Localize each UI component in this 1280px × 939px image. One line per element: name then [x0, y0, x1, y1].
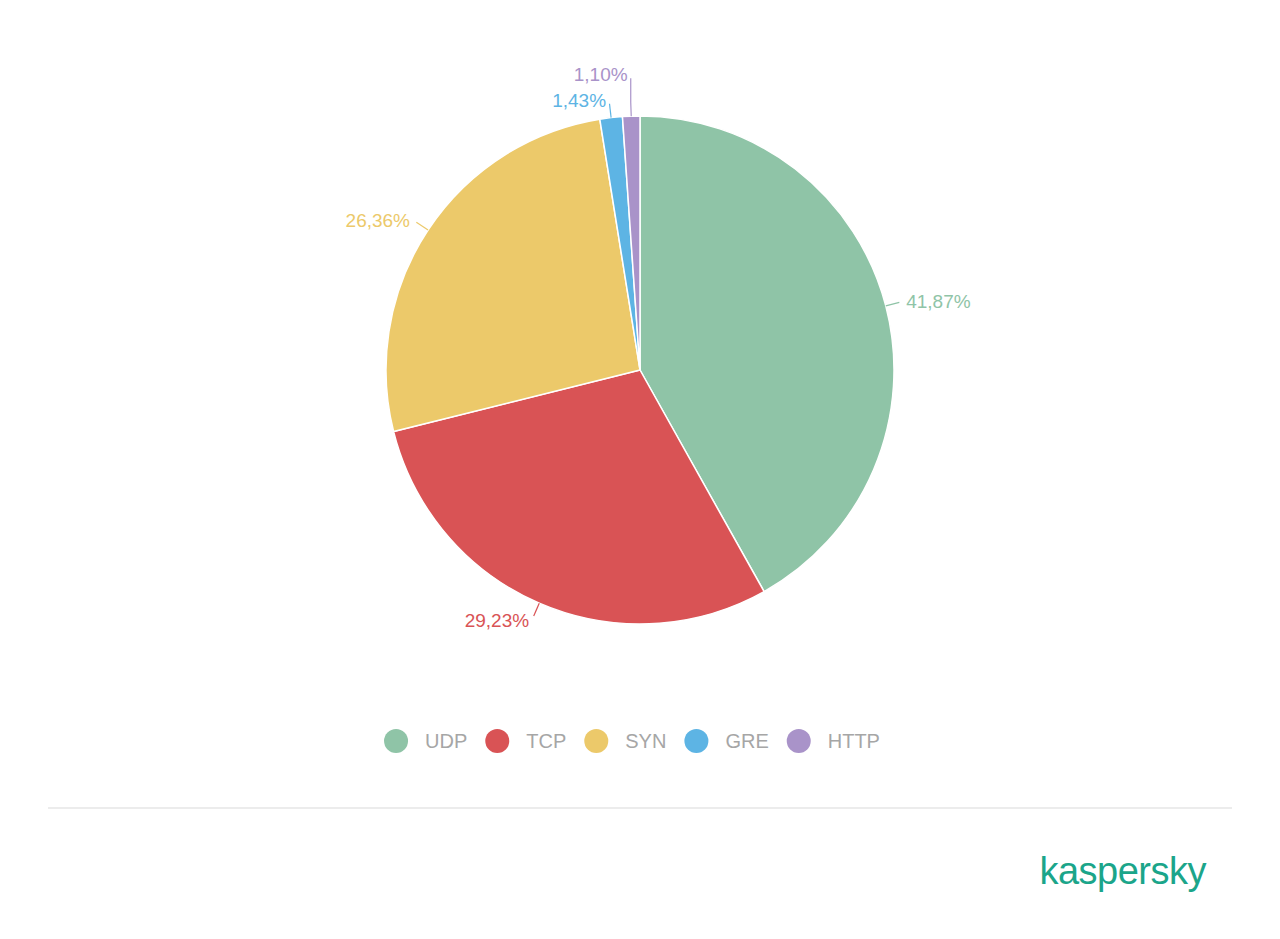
data-label: 1,43% — [552, 90, 606, 111]
legend-label: UDP — [425, 730, 467, 752]
separator — [48, 808, 1232, 809]
legend-swatch — [684, 729, 708, 753]
leader-line — [886, 302, 900, 306]
chart: 41,87% 29,23% 26,36% 1,43% 1,10% UDP TCP SYN GRE… — [0, 0, 1280, 939]
data-label: 26,36% — [346, 210, 411, 231]
data-label: 1,10% — [574, 64, 628, 85]
data-labels: 41,87% 29,23% 26,36% 1,43% 1,10% — [346, 64, 971, 631]
slice — [386, 119, 640, 431]
slice — [600, 117, 640, 370]
leader-line — [630, 78, 632, 116]
leader-line — [416, 222, 428, 230]
data-label: 41,87% — [906, 291, 971, 312]
legend-swatch — [485, 729, 509, 753]
leader-line — [610, 104, 612, 118]
legend-swatch — [384, 729, 408, 753]
legend-label: TCP — [526, 730, 566, 752]
legend-label: SYN — [625, 730, 666, 752]
legend-swatch — [584, 729, 608, 753]
data-label: 29,23% — [465, 610, 530, 631]
legend: UDP TCP SYN GRE HTTP — [384, 729, 880, 753]
brand-logo: kaspersky — [1039, 850, 1206, 892]
legend-label: HTTP — [828, 730, 880, 752]
legend-swatch — [787, 729, 811, 753]
leader-line — [534, 603, 540, 616]
legend-label: GRE — [725, 730, 768, 752]
slices — [386, 116, 894, 624]
slice — [622, 116, 640, 370]
